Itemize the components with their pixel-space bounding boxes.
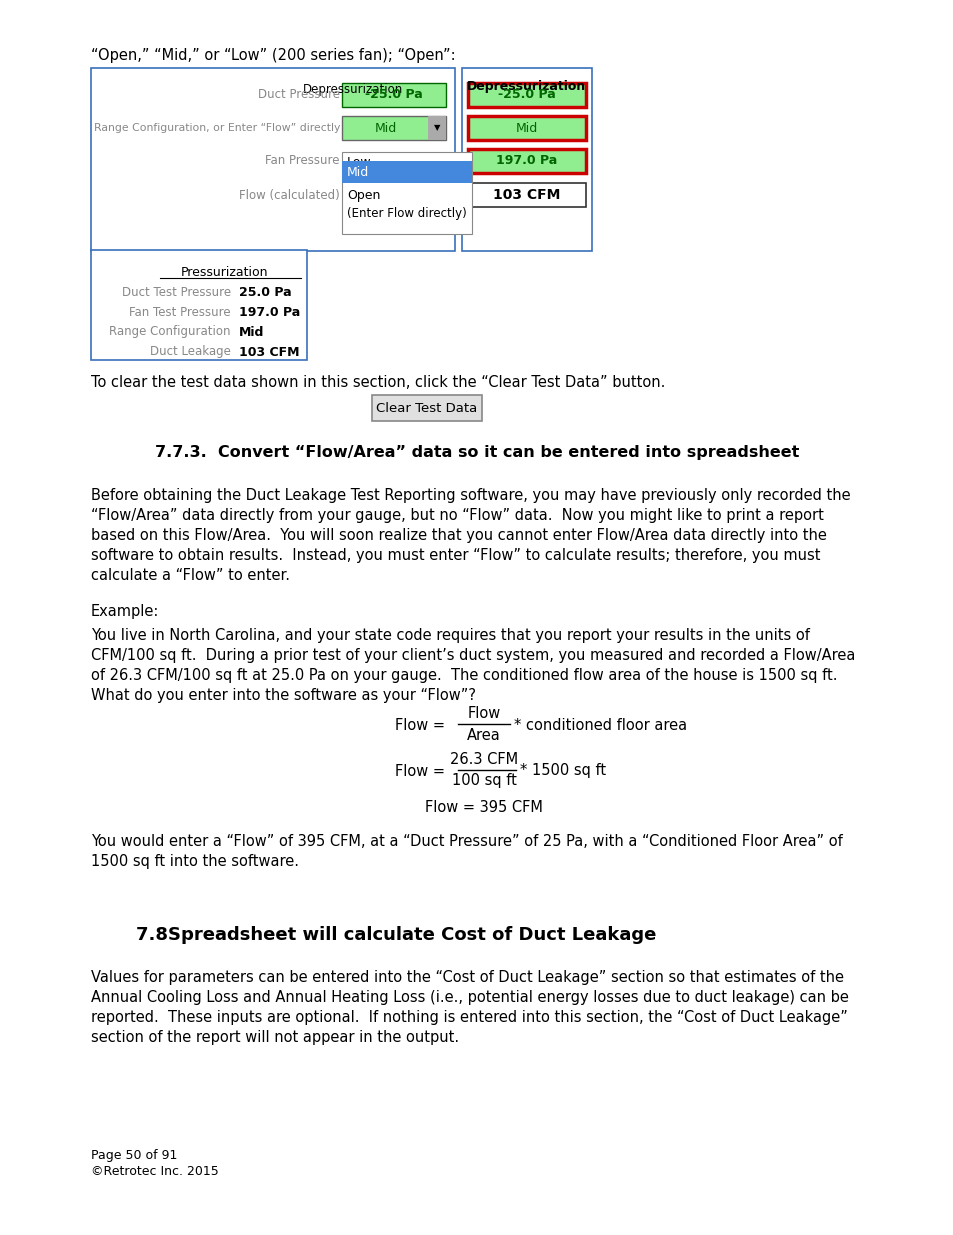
Bar: [341, 152, 472, 233]
Text: Values for parameters can be entered into the “Cost of Duct Leakage” section so : Values for parameters can be entered int…: [91, 969, 843, 986]
Text: calculate a “Flow” to enter.: calculate a “Flow” to enter.: [91, 568, 290, 583]
Bar: [341, 116, 446, 140]
Text: Page 50 of 91: Page 50 of 91: [91, 1149, 177, 1162]
Text: 7.8Spreadsheet will calculate Cost of Duct Leakage: 7.8Spreadsheet will calculate Cost of Du…: [136, 926, 656, 944]
Text: Flow: Flow: [467, 705, 500, 720]
Text: 25.0 Pa: 25.0 Pa: [239, 285, 292, 299]
Text: based on this Flow/Area.  You will soon realize that you cannot enter Flow/Area : based on this Flow/Area. You will soon r…: [91, 529, 826, 543]
Text: reported.  These inputs are optional.  If nothing is entered into this section, : reported. These inputs are optional. If …: [91, 1010, 847, 1025]
Text: Open: Open: [347, 189, 380, 203]
Bar: [428, 116, 446, 140]
Text: Duct Leakage: Duct Leakage: [150, 346, 231, 358]
Bar: [341, 83, 446, 107]
Text: “Flow/Area” data directly from your gauge, but no “Flow” data.  Now you might li: “Flow/Area” data directly from your gaug…: [91, 508, 823, 522]
Text: -25.0 Pa: -25.0 Pa: [497, 89, 556, 101]
Text: Flow (calculated): Flow (calculated): [239, 189, 339, 201]
Text: Mid: Mid: [347, 165, 369, 179]
Text: To clear the test data shown in this section, click the “Clear Test Data” button: To clear the test data shown in this sec…: [91, 375, 664, 390]
Text: Range Configuration: Range Configuration: [110, 326, 231, 338]
Text: 103 CFM: 103 CFM: [239, 346, 299, 358]
Bar: [372, 395, 481, 421]
Text: You would enter a “Flow” of 395 CFM, at a “Duct Pressure” of 25 Pa, with a “Cond: You would enter a “Flow” of 395 CFM, at …: [91, 834, 841, 848]
Text: * conditioned floor area: * conditioned floor area: [514, 718, 686, 732]
Text: Before obtaining the Duct Leakage Test Reporting software, you may have previous: Before obtaining the Duct Leakage Test R…: [91, 488, 850, 503]
Text: Duct Test Pressure: Duct Test Pressure: [122, 285, 231, 299]
Text: section of the report will not appear in the output.: section of the report will not appear in…: [91, 1030, 458, 1045]
Text: Fan Test Pressure: Fan Test Pressure: [130, 305, 231, 319]
Text: 197.0 Pa: 197.0 Pa: [239, 305, 300, 319]
Text: 103 CFM: 103 CFM: [493, 188, 560, 203]
Text: Depressurization: Depressurization: [303, 83, 403, 96]
Bar: [91, 68, 455, 251]
Bar: [341, 161, 472, 183]
Text: ©Retrotec Inc. 2015: ©Retrotec Inc. 2015: [91, 1165, 218, 1178]
Text: You live in North Carolina, and your state code requires that you report your re: You live in North Carolina, and your sta…: [91, 629, 809, 643]
Text: 7.7.3.  Convert “Flow/Area” data so it can be entered into spreadsheet: 7.7.3. Convert “Flow/Area” data so it ca…: [154, 445, 799, 459]
Text: Example:: Example:: [91, 604, 159, 619]
Bar: [468, 183, 585, 207]
Bar: [91, 249, 307, 359]
Text: Mid: Mid: [375, 121, 396, 135]
Text: CFM/100 sq ft.  During a prior test of your client’s duct system, you measured a: CFM/100 sq ft. During a prior test of yo…: [91, 648, 855, 663]
Text: software to obtain results.  Instead, you must enter “Flow” to calculate results: software to obtain results. Instead, you…: [91, 548, 820, 563]
Text: What do you enter into the software as your “Flow”?: What do you enter into the software as y…: [91, 688, 476, 703]
Text: Mid: Mid: [239, 326, 264, 338]
Text: ▼: ▼: [434, 124, 439, 132]
Bar: [468, 116, 585, 140]
Text: * 1500 sq ft: * 1500 sq ft: [519, 763, 605, 778]
Text: Clear Test Data: Clear Test Data: [376, 403, 477, 415]
Text: Pressurization: Pressurization: [181, 266, 269, 279]
Text: Flow =: Flow =: [395, 718, 450, 732]
Text: Duct Pressure: Duct Pressure: [257, 89, 339, 101]
Text: Flow =: Flow =: [395, 763, 450, 778]
Bar: [468, 149, 585, 173]
Text: Flow = 395 CFM: Flow = 395 CFM: [425, 800, 542, 815]
Text: -25.0 Pa: -25.0 Pa: [365, 89, 422, 101]
Text: Annual Cooling Loss and Annual Heating Loss (i.e., potential energy losses due t: Annual Cooling Loss and Annual Heating L…: [91, 990, 848, 1005]
Text: Area: Area: [467, 727, 500, 742]
Text: Mid: Mid: [516, 121, 537, 135]
Text: “Open,” “Mid,” or “Low” (200 series fan); “Open”:: “Open,” “Mid,” or “Low” (200 series fan)…: [91, 48, 456, 63]
Text: 197.0 Pa: 197.0 Pa: [496, 154, 558, 168]
Text: Fan Pressure: Fan Pressure: [265, 154, 339, 168]
Bar: [468, 83, 585, 107]
Text: Low: Low: [347, 156, 372, 168]
Text: 1500 sq ft into the software.: 1500 sq ft into the software.: [91, 853, 298, 869]
Bar: [461, 68, 592, 251]
Text: (Enter Flow directly): (Enter Flow directly): [347, 207, 466, 221]
Text: 100 sq ft: 100 sq ft: [451, 773, 516, 788]
Text: Depressurization: Depressurization: [467, 80, 586, 93]
Text: of 26.3 CFM/100 sq ft at 25.0 Pa on your gauge.  The conditioned flow area of th: of 26.3 CFM/100 sq ft at 25.0 Pa on your…: [91, 668, 837, 683]
Text: 26.3 CFM: 26.3 CFM: [450, 752, 517, 767]
Text: Range Configuration, or Enter “Flow” directly: Range Configuration, or Enter “Flow” dir…: [93, 124, 339, 133]
